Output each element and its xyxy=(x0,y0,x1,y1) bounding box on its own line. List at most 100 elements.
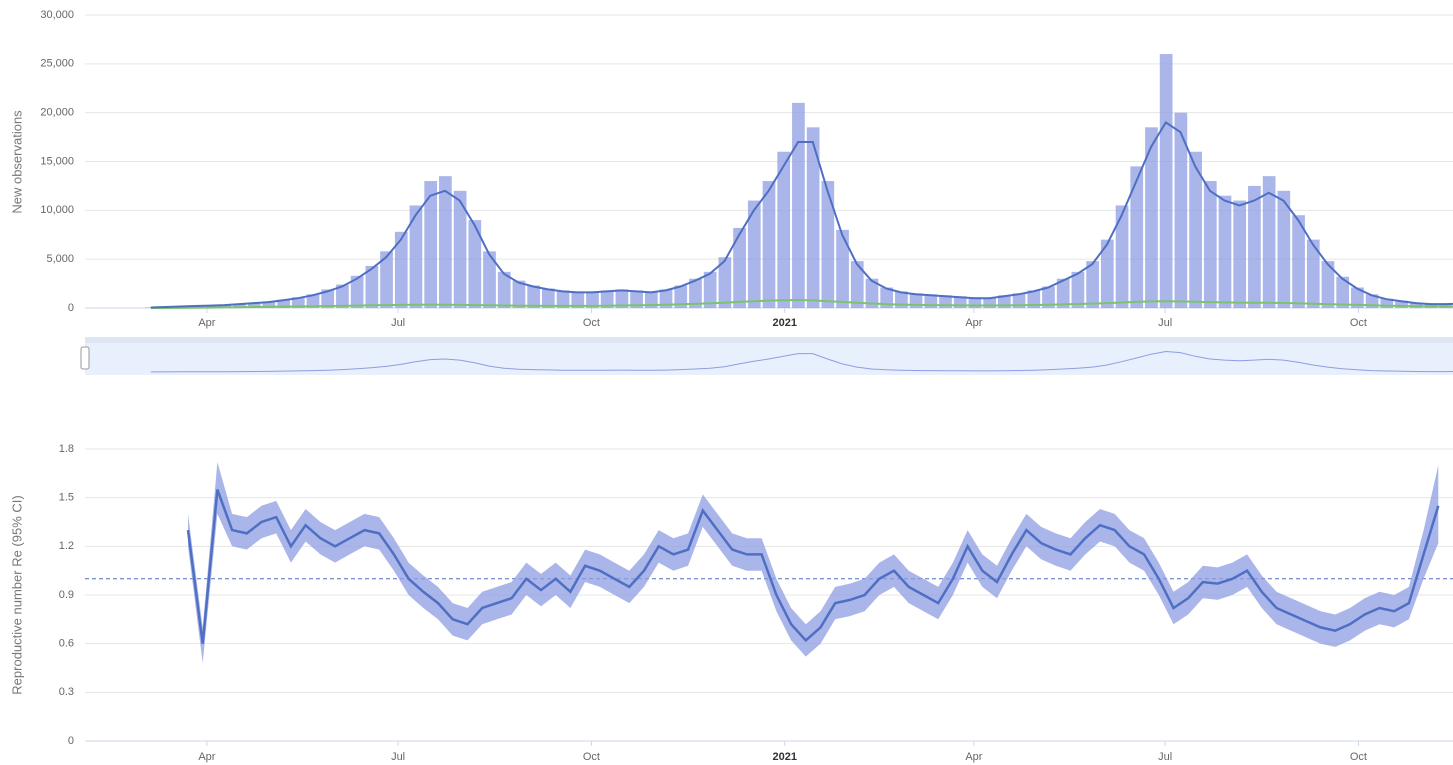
bar xyxy=(1306,239,1320,308)
bar xyxy=(512,280,526,308)
bar xyxy=(1042,286,1055,308)
bar xyxy=(600,290,614,308)
bar xyxy=(1233,200,1247,308)
bar xyxy=(689,278,702,308)
bar xyxy=(468,220,482,308)
bar xyxy=(1174,112,1188,309)
y-tick-label: 5,000 xyxy=(46,253,74,265)
y-tick-label: 25,000 xyxy=(40,58,74,70)
bar xyxy=(424,181,438,308)
bar xyxy=(1203,181,1217,308)
x-tick-label: Oct xyxy=(583,751,600,763)
bar xyxy=(821,181,835,308)
trend-line xyxy=(150,120,1453,309)
navigator-track xyxy=(85,337,1453,375)
y-tick-label: 20,000 xyxy=(40,107,74,119)
y-tick-label: 0 xyxy=(68,302,74,314)
navigator[interactable] xyxy=(80,337,1453,375)
bar xyxy=(586,291,599,308)
bar xyxy=(615,289,629,308)
bar xyxy=(453,190,467,308)
x-tick-label: Jul xyxy=(391,751,405,763)
bar xyxy=(718,257,732,308)
navigator-handle[interactable] xyxy=(80,346,90,370)
bar xyxy=(1321,261,1335,308)
bar xyxy=(674,285,688,308)
bar xyxy=(644,291,658,308)
bar xyxy=(1159,54,1173,308)
bar xyxy=(1071,271,1085,308)
bar xyxy=(836,229,849,308)
re-line xyxy=(186,489,1440,644)
bar xyxy=(1056,278,1070,308)
bar xyxy=(350,275,364,308)
bar xyxy=(792,102,805,309)
y-tick-label: 0.6 xyxy=(59,638,74,650)
confidence-band xyxy=(188,462,1439,664)
navigator-series xyxy=(150,350,1453,373)
bar xyxy=(556,290,570,308)
bar xyxy=(233,303,246,308)
navigator-scrollbar[interactable] xyxy=(85,337,1453,343)
bar xyxy=(365,266,379,308)
x-tick-label: Apr xyxy=(198,317,215,329)
bar xyxy=(968,297,982,308)
bar xyxy=(880,287,894,308)
bar xyxy=(762,181,776,308)
x-tick-label: Apr xyxy=(965,317,982,329)
bar xyxy=(1395,300,1408,308)
bar xyxy=(1145,127,1158,308)
y-axis-title: New observations xyxy=(9,110,24,214)
bar xyxy=(659,289,673,308)
y-tick-label: 10,000 xyxy=(40,204,74,216)
bar xyxy=(262,301,276,308)
bar xyxy=(1100,239,1114,308)
trend-line xyxy=(150,298,1453,309)
x-tick-label: Jul xyxy=(1158,317,1172,329)
bar xyxy=(733,227,746,308)
bar xyxy=(1189,151,1202,308)
bar xyxy=(527,285,540,308)
bar xyxy=(983,297,996,308)
y-tick-label: 1.8 xyxy=(59,443,74,455)
bar xyxy=(439,176,452,308)
bar xyxy=(1380,298,1394,308)
bar xyxy=(1277,190,1291,308)
bar xyxy=(1262,176,1276,308)
y-axis-title: Reproductive number Re (95% CI) xyxy=(9,495,24,694)
bar xyxy=(1115,205,1129,308)
bar xyxy=(483,251,496,308)
y-tick-label: 0.3 xyxy=(59,686,74,698)
bar xyxy=(321,289,335,308)
x-tick-label: 2021 xyxy=(773,317,797,329)
y-tick-label: 1.5 xyxy=(59,492,74,504)
bar xyxy=(380,251,393,308)
bar xyxy=(1248,185,1261,308)
bar xyxy=(806,127,820,308)
bar xyxy=(291,297,305,308)
y-tick-label: 1.2 xyxy=(59,540,74,552)
bar xyxy=(1351,287,1364,308)
bar xyxy=(1218,195,1232,308)
x-tick-label: Oct xyxy=(583,317,600,329)
y-tick-label: 0.9 xyxy=(59,589,74,601)
bar xyxy=(747,200,761,308)
y-tick-label: 0 xyxy=(68,735,74,747)
x-tick-label: Jul xyxy=(1158,751,1172,763)
bar xyxy=(394,231,408,308)
x-tick-label: Oct xyxy=(1350,317,1367,329)
bar xyxy=(630,290,643,308)
bar xyxy=(1292,215,1305,308)
x-tick-label: 2021 xyxy=(773,751,797,763)
bar xyxy=(336,284,349,308)
bar xyxy=(409,205,423,308)
x-tick-label: Oct xyxy=(1350,751,1367,763)
bar xyxy=(571,291,585,308)
bar xyxy=(497,271,511,308)
bar xyxy=(1336,276,1350,308)
x-tick-label: Jul xyxy=(391,317,405,329)
bar xyxy=(247,302,261,308)
x-tick-label: Apr xyxy=(965,751,982,763)
bar xyxy=(777,151,791,308)
